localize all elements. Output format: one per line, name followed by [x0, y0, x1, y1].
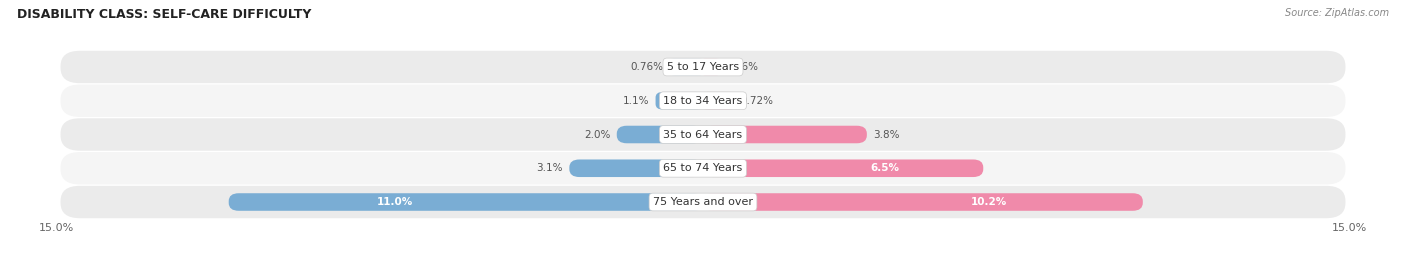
FancyBboxPatch shape [60, 152, 1346, 185]
FancyBboxPatch shape [60, 84, 1346, 117]
Text: 65 to 74 Years: 65 to 74 Years [664, 163, 742, 173]
FancyBboxPatch shape [617, 126, 703, 143]
FancyBboxPatch shape [655, 92, 703, 109]
Text: 10.2%: 10.2% [970, 197, 1007, 207]
FancyBboxPatch shape [60, 51, 1346, 83]
Text: 6.5%: 6.5% [870, 163, 900, 173]
FancyBboxPatch shape [60, 118, 1346, 151]
FancyBboxPatch shape [671, 58, 703, 76]
Text: 3.1%: 3.1% [536, 163, 562, 173]
Text: 5 to 17 Years: 5 to 17 Years [666, 62, 740, 72]
Text: 0.76%: 0.76% [631, 62, 664, 72]
Text: 3.8%: 3.8% [873, 129, 900, 140]
Text: DISABILITY CLASS: SELF-CARE DIFFICULTY: DISABILITY CLASS: SELF-CARE DIFFICULTY [17, 8, 311, 21]
FancyBboxPatch shape [703, 92, 734, 109]
FancyBboxPatch shape [569, 160, 703, 177]
Text: 11.0%: 11.0% [377, 197, 413, 207]
Text: 35 to 64 Years: 35 to 64 Years [664, 129, 742, 140]
FancyBboxPatch shape [703, 193, 1143, 211]
Text: 2.0%: 2.0% [583, 129, 610, 140]
Text: 75 Years and over: 75 Years and over [652, 197, 754, 207]
Text: Source: ZipAtlas.com: Source: ZipAtlas.com [1285, 8, 1389, 18]
Text: 0.36%: 0.36% [725, 62, 758, 72]
FancyBboxPatch shape [703, 126, 868, 143]
FancyBboxPatch shape [60, 186, 1346, 218]
Text: 0.72%: 0.72% [741, 96, 773, 106]
Text: 18 to 34 Years: 18 to 34 Years [664, 96, 742, 106]
FancyBboxPatch shape [703, 160, 983, 177]
Text: 1.1%: 1.1% [623, 96, 650, 106]
FancyBboxPatch shape [229, 193, 703, 211]
FancyBboxPatch shape [703, 58, 718, 76]
